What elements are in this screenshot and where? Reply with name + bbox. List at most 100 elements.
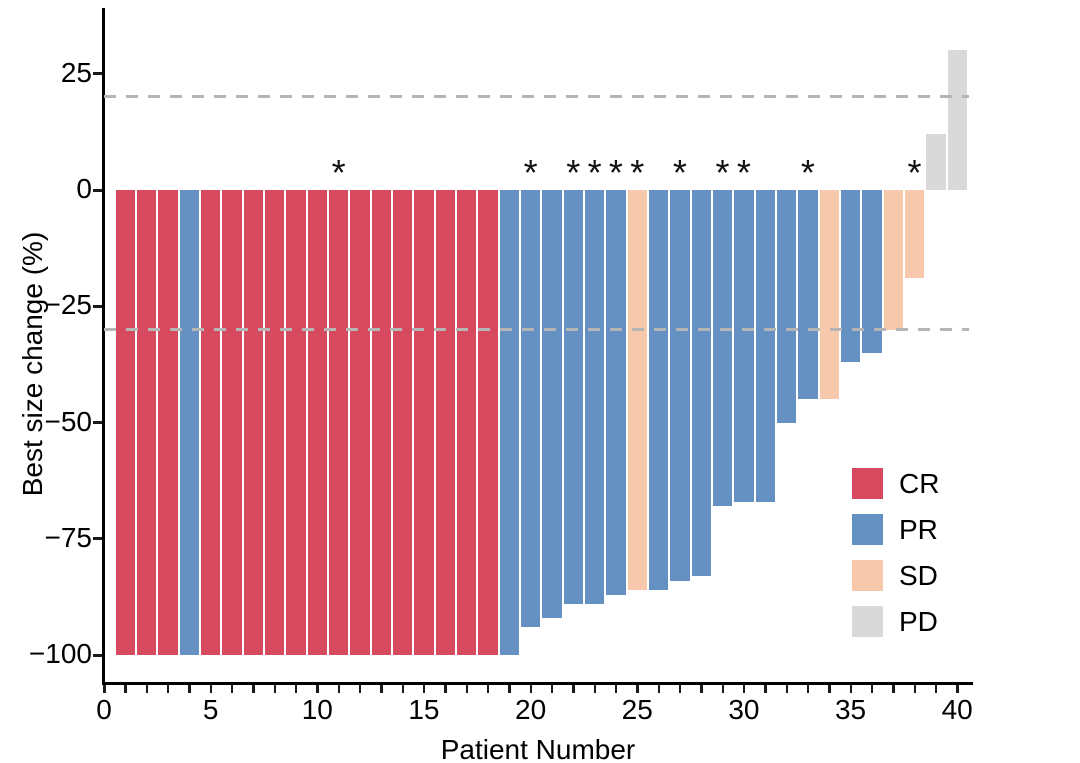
bar-patient-19 (499, 190, 519, 656)
legend-label-SD: SD (899, 560, 938, 591)
x-tick (806, 685, 810, 693)
bar-patient-31 (755, 190, 775, 502)
x-tick (849, 685, 853, 693)
asterisk-patient-29: * (715, 152, 730, 193)
x-tick (870, 685, 874, 693)
x-tick-label: 20 (515, 694, 547, 725)
bar-patient-12 (350, 190, 370, 656)
bar-patient-24 (606, 190, 626, 595)
y-tick (93, 421, 102, 425)
y-tick (93, 72, 102, 76)
bar-patient-39 (926, 134, 946, 190)
bar-patient-10 (307, 190, 327, 656)
x-tick (273, 685, 277, 693)
x-tick (486, 685, 490, 693)
asterisk-patient-27: * (672, 152, 687, 193)
x-tick (401, 685, 405, 693)
y-tick-label: 0 (76, 173, 92, 204)
x-tick (145, 685, 149, 693)
legend-row-PR: PR (852, 514, 939, 545)
reference-line--30 (104, 328, 969, 332)
asterisk-patient-24: * (608, 152, 623, 193)
legend: CR PR SD PD (852, 468, 939, 652)
bar-patient-23 (584, 190, 605, 605)
x-tick (465, 685, 469, 693)
x-tick (166, 685, 170, 693)
x-tick (529, 685, 533, 693)
x-tick (934, 685, 938, 693)
x-tick-label: 5 (202, 694, 219, 725)
bar-patient-29 (712, 190, 733, 507)
x-tick (678, 685, 682, 693)
x-tick (593, 685, 597, 693)
legend-swatch-SD (852, 560, 883, 591)
bar-patient-5 (200, 190, 221, 656)
bar-patient-26 (648, 190, 669, 591)
x-tick (742, 685, 746, 693)
x-tick (785, 685, 789, 693)
bar-patient-6 (222, 190, 242, 656)
bar-patient-40 (947, 50, 967, 190)
asterisk-patient-25: * (630, 152, 645, 193)
y-tick (93, 537, 102, 541)
x-tick-label: 40 (941, 694, 973, 725)
x-tick (956, 685, 959, 693)
x-tick (358, 685, 362, 693)
bar-patient-9 (286, 190, 306, 656)
bar-patient-27 (670, 190, 690, 581)
x-axis-title: Patient Number (440, 734, 636, 763)
bar-patient-18 (478, 190, 498, 656)
bar-patient-36 (862, 190, 882, 353)
x-tick-label: 0 (96, 694, 112, 725)
x-tick-label: 10 (301, 694, 333, 725)
asterisk-patient-11: * (331, 152, 346, 193)
legend-label-CR: CR (899, 468, 940, 499)
legend-label-PR: PR (899, 514, 938, 545)
y-tick (93, 188, 102, 192)
bar-patient-28 (691, 190, 711, 577)
bar-patient-37 (883, 190, 903, 330)
x-tick (188, 685, 191, 693)
x-tick (913, 685, 917, 693)
y-tick-label: −50 (44, 405, 93, 437)
asterisk-patient-22: * (566, 152, 581, 193)
y-axis-line (101, 8, 105, 685)
x-tick (124, 685, 127, 693)
x-tick (337, 685, 341, 693)
legend-row-CR: CR (852, 468, 939, 499)
y-tick-label: 25 (60, 56, 92, 88)
bar-patient-14 (392, 190, 413, 656)
bar-patient-38 (904, 190, 925, 279)
x-tick (892, 685, 895, 693)
y-axis-title: Best size change (%) (17, 231, 48, 497)
x-tick (380, 685, 383, 693)
x-tick-label: 25 (621, 694, 653, 725)
legend-row-PD: PD (852, 606, 939, 637)
x-tick-label: 30 (728, 694, 760, 725)
x-tick (508, 685, 511, 693)
x-tick (209, 685, 213, 693)
x-tick (252, 685, 255, 693)
bar-patient-1 (115, 190, 136, 656)
legend-swatch-CR (852, 468, 883, 499)
bar-patient-11 (328, 190, 349, 656)
asterisk-patient-33: * (800, 152, 815, 193)
bar-patient-20 (520, 190, 541, 628)
bar-patient-34 (819, 190, 839, 400)
bar-patient-30 (734, 190, 754, 502)
x-tick (636, 685, 639, 693)
asterisk-patient-30: * (736, 152, 751, 193)
x-axis-line (101, 682, 973, 685)
x-tick (721, 685, 725, 693)
x-tick (316, 685, 319, 693)
bar-patient-21 (542, 190, 562, 618)
x-tick (294, 685, 298, 693)
x-tick (614, 685, 618, 693)
asterisk-patient-20: * (523, 152, 538, 193)
bar-patient-32 (776, 190, 797, 423)
y-tick-label: −25 (44, 289, 93, 321)
x-tick (572, 685, 575, 693)
bar-patient-7 (243, 190, 263, 656)
x-tick (444, 685, 447, 693)
x-tick (764, 685, 767, 693)
